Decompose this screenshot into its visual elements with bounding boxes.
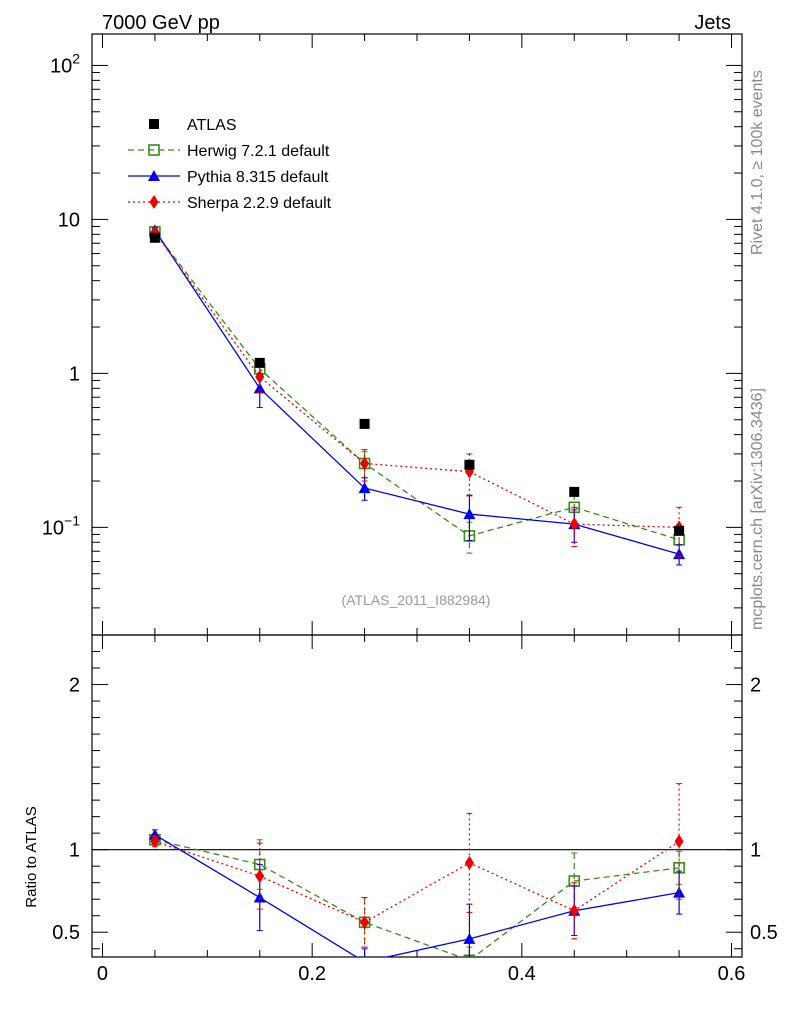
main-series-sherpa-2-2-9-default <box>150 225 684 557</box>
ratio-point-pythia-8-315-default <box>148 828 161 840</box>
ratio-y-tick-label: 1 <box>69 840 80 862</box>
legend-label-atlas: ATLAS <box>187 117 237 134</box>
main-series-atlas <box>149 232 685 536</box>
ratio-point-sherpa-2-2-9-default <box>150 834 160 849</box>
main-point-atlas <box>674 525 685 536</box>
main-point-atlas <box>359 418 370 429</box>
legend-marker-sherpa-2-2-9-default <box>149 195 159 209</box>
ratio-point-pythia-8-315-default <box>463 932 476 944</box>
ratio-point-sherpa-2-2-9-default <box>464 855 474 870</box>
x-tick-label: 0.4 <box>508 963 536 985</box>
main-series-herwig-7-2-1-default <box>149 226 685 554</box>
legend-marker-pythia-8-315-default <box>148 170 160 181</box>
ratio-point-pythia-8-315-default <box>253 891 266 903</box>
ratio-y-tick-label-right: 0.5 <box>750 922 778 944</box>
x-tick-label: 0.6 <box>718 963 746 985</box>
energy-label: 7000 GeV pp <box>102 12 220 34</box>
main-series-pythia-8-315-default <box>148 224 686 566</box>
ratio-point-sherpa-2-2-9-default <box>569 903 579 918</box>
main-point-atlas <box>569 486 580 497</box>
legend-marker-atlas <box>149 119 159 129</box>
ratio-line-sherpa-2-2-9-default <box>154 840 680 924</box>
ratio-series-pythia-8-315-default <box>148 828 686 957</box>
ratio-y-tick-label: 2 <box>69 675 80 697</box>
y-tick-label: 102 <box>50 50 80 77</box>
ratio-panel-frame <box>91 634 743 958</box>
source-label: mcplots.cern.ch [arXiv:1306.3436] <box>749 388 766 630</box>
main-point-pythia-8-315-default <box>253 382 266 394</box>
legend-label-pythia-8-315-default: Pythia 8.315 default <box>187 169 329 186</box>
main-point-sherpa-2-2-9-default <box>569 517 579 532</box>
legend-marker-herwig-7-2-1-default <box>148 144 160 156</box>
ratio-y-tick-label-right: 2 <box>750 675 761 697</box>
ratio-y-tick-label-right: 1 <box>750 840 761 862</box>
main-line-herwig-7-2-1-default <box>154 231 680 541</box>
ratio-y-tick-label: 0.5 <box>52 922 80 944</box>
ratio-point-sherpa-2-2-9-default <box>674 834 684 849</box>
ratio-point-pythia-8-315-default <box>673 886 686 898</box>
ratio-line-herwig-7-2-1-default <box>154 839 680 957</box>
main-point-pythia-8-315-default <box>358 482 371 494</box>
main-line-pythia-8-315-default <box>154 229 680 555</box>
legend-label-sherpa-2-2-9-default: Sherpa 2.2.9 default <box>187 195 332 212</box>
main-point-sherpa-2-2-9-default <box>255 369 265 384</box>
legend-label-herwig-7-2-1-default: Herwig 7.2.1 default <box>187 143 330 160</box>
main-point-sherpa-2-2-9-default <box>360 456 370 471</box>
main-point-atlas <box>254 357 265 368</box>
ratio-point-sherpa-2-2-9-default <box>360 915 370 930</box>
y-tick-label: 10 <box>58 209 80 231</box>
rivet-label: Rivet 4.1.0, ≥ 100k events <box>749 70 766 255</box>
analysis-reference: (ATLAS_2011_I882984) <box>342 592 491 608</box>
ratio-point-sherpa-2-2-9-default <box>255 869 265 884</box>
ratio-series-sherpa-2-2-9-default <box>150 783 684 948</box>
main-line-sherpa-2-2-9-default <box>154 232 680 529</box>
category-label: Jets <box>694 12 731 34</box>
main-point-atlas <box>149 232 160 243</box>
x-tick-label: 0 <box>97 963 108 985</box>
main-point-atlas <box>464 459 475 470</box>
main-point-pythia-8-315-default <box>463 508 476 520</box>
ratio-point-pythia-8-315-default <box>364 955 366 957</box>
ratio-ylabel: Ratio to ATLAS <box>23 806 40 907</box>
y-tick-label: 1 <box>69 363 80 385</box>
ratio-line-pythia-8-315-default <box>154 834 680 957</box>
y-tick-label: 10−1 <box>42 512 80 539</box>
x-tick-label: 0.2 <box>298 963 326 985</box>
